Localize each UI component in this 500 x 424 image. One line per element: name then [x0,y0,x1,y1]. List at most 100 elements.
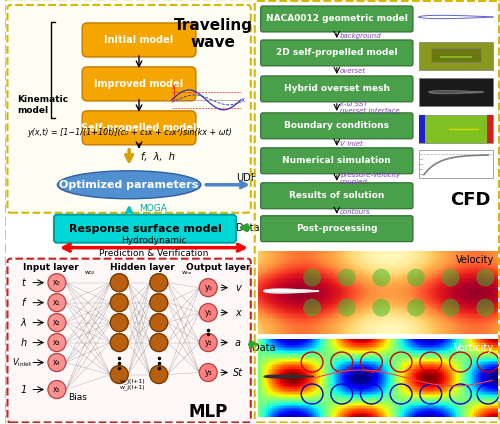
Text: t: t [22,278,25,287]
Text: y₀: y₀ [204,283,212,292]
Text: w_j(l+1): w_j(l+1) [120,379,145,385]
Text: CFD: CFD [450,191,490,209]
Text: Traveling
wave: Traveling wave [174,18,252,50]
Ellipse shape [338,298,355,317]
Circle shape [200,279,217,297]
Text: wₙₙ: wₙₙ [182,270,192,275]
Bar [419,78,493,106]
Text: x: x [235,307,241,318]
FancyBboxPatch shape [82,67,196,101]
Text: 2D self-propelled model: 2D self-propelled model [276,48,398,57]
Text: y: y [172,83,175,89]
Text: UDF: UDF [236,173,256,183]
Text: Prediction & Verification: Prediction & Verification [99,249,208,258]
Text: x₂: x₂ [53,318,60,327]
Circle shape [200,334,217,351]
Text: y₂: y₂ [204,338,212,347]
Text: St: St [233,368,243,377]
Circle shape [48,314,66,332]
Text: Input layer: Input layer [23,263,79,272]
Bar [419,115,493,143]
Ellipse shape [476,269,494,287]
Ellipse shape [407,269,425,287]
Text: Kinematic
model: Kinematic model [18,95,68,114]
Text: λ: λ [20,318,26,328]
Text: x₅: x₅ [53,385,60,394]
Ellipse shape [476,298,494,317]
Text: Velocity: Velocity [456,255,494,265]
FancyBboxPatch shape [82,111,196,145]
Circle shape [110,314,128,332]
Ellipse shape [407,298,425,317]
Circle shape [150,294,168,312]
FancyBboxPatch shape [260,148,413,174]
Text: pressure-velocity
coupled: pressure-velocity coupled [340,172,400,185]
Circle shape [48,334,66,351]
Text: y(x,t) = [1−1/(1+10t)](c₀ + c₁x + c₂x²)sin(kx + ωt): y(x,t) = [1−1/(1+10t)](c₀ + c₁x + c₂x²)s… [27,128,232,137]
Circle shape [48,380,66,399]
Text: Bias: Bias [68,393,86,402]
Text: Hydrodynamic: Hydrodynamic [121,236,186,245]
Text: f: f [22,298,25,308]
Circle shape [110,334,128,351]
FancyBboxPatch shape [260,40,413,66]
Text: Hybrid overset mesh: Hybrid overset mesh [284,84,390,93]
Circle shape [48,294,66,312]
Text: x₀: x₀ [53,278,60,287]
Text: x₁: x₁ [53,298,60,307]
Text: Boundary conditions: Boundary conditions [284,121,390,130]
Text: Response surface model: Response surface model [68,224,222,234]
Text: contours: contours [340,209,370,215]
Ellipse shape [303,269,321,287]
Ellipse shape [372,298,390,317]
Text: $V_{\mathrm{inlet}}$: $V_{\mathrm{inlet}}$ [12,356,32,369]
Text: f,  λ,  h: f, λ, h [141,152,175,162]
Text: h: h [20,338,26,348]
Text: Post-processing: Post-processing [296,224,378,233]
Text: w_j(l+1): w_j(l+1) [120,385,145,391]
FancyBboxPatch shape [260,113,413,139]
Text: Initial model: Initial model [104,35,174,45]
Text: background: background [340,33,382,39]
FancyBboxPatch shape [8,259,251,422]
FancyBboxPatch shape [8,5,251,213]
Text: Numerical simulation: Numerical simulation [282,156,391,165]
Bar [419,150,493,178]
Circle shape [150,334,168,351]
Circle shape [150,314,168,332]
Text: Optimized parameters: Optimized parameters [60,180,199,190]
Ellipse shape [303,298,321,317]
Text: x₄: x₄ [53,358,60,367]
Text: Results of solution: Results of solution [289,191,384,200]
Text: MOGA: MOGA [139,204,167,213]
Text: NACA0012 geometric model: NACA0012 geometric model [266,14,408,23]
Text: Data: Data [252,343,276,353]
FancyBboxPatch shape [260,76,413,102]
Text: v: v [235,283,241,293]
Bar [419,115,425,143]
Circle shape [110,365,128,384]
Text: MLP: MLP [188,404,228,421]
Text: y₁: y₁ [204,308,212,317]
Circle shape [48,354,66,371]
Ellipse shape [58,171,201,199]
Circle shape [150,273,168,292]
Circle shape [200,363,217,382]
Circle shape [110,273,128,292]
FancyBboxPatch shape [260,6,413,32]
Circle shape [150,365,168,384]
Ellipse shape [338,269,355,287]
Bar [419,42,493,70]
Text: Output layer: Output layer [186,263,250,272]
Circle shape [48,273,66,292]
Bar [431,48,481,62]
Text: 1: 1 [20,385,26,394]
Text: y₃: y₃ [204,368,212,377]
Text: k-ω SST
overset interface: k-ω SST overset interface [340,101,400,114]
FancyBboxPatch shape [260,216,413,242]
FancyBboxPatch shape [54,215,236,243]
Text: Vorticity: Vorticity [454,343,494,353]
Bar [487,115,493,143]
Text: x₃: x₃ [53,338,60,347]
Text: w₀₀: w₀₀ [84,270,94,275]
